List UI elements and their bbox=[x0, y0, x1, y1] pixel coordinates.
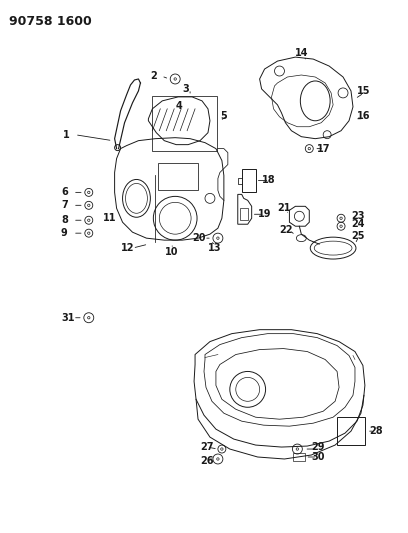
Text: 9: 9 bbox=[61, 228, 68, 238]
Text: 31: 31 bbox=[61, 313, 75, 323]
Text: 19: 19 bbox=[257, 209, 271, 219]
Text: 24: 24 bbox=[351, 219, 364, 229]
Text: 90758 1600: 90758 1600 bbox=[9, 15, 92, 28]
Text: 21: 21 bbox=[277, 203, 291, 213]
Text: 30: 30 bbox=[311, 452, 325, 462]
Text: 22: 22 bbox=[279, 225, 293, 235]
Text: 25: 25 bbox=[351, 231, 364, 241]
Text: 12: 12 bbox=[121, 243, 134, 253]
Text: 20: 20 bbox=[192, 233, 206, 243]
Text: 18: 18 bbox=[262, 175, 275, 185]
Text: 27: 27 bbox=[200, 442, 213, 452]
Text: 15: 15 bbox=[357, 86, 370, 96]
Bar bbox=[337, 417, 365, 445]
Text: 7: 7 bbox=[61, 200, 68, 211]
Text: 28: 28 bbox=[369, 426, 382, 436]
Text: 14: 14 bbox=[295, 48, 309, 58]
Text: 3: 3 bbox=[182, 84, 189, 94]
Text: 16: 16 bbox=[357, 111, 370, 121]
Text: 11: 11 bbox=[103, 213, 116, 223]
Text: 1: 1 bbox=[63, 130, 70, 140]
Text: 6: 6 bbox=[61, 188, 68, 197]
Text: 10: 10 bbox=[165, 247, 179, 257]
Text: 17: 17 bbox=[317, 143, 331, 154]
Bar bbox=[293, 453, 305, 461]
Text: 23: 23 bbox=[351, 211, 364, 221]
Text: 13: 13 bbox=[208, 243, 222, 253]
Bar bbox=[152, 96, 217, 151]
Text: 29: 29 bbox=[311, 442, 325, 452]
Text: 8: 8 bbox=[61, 215, 68, 225]
Text: 2: 2 bbox=[151, 71, 157, 81]
Text: 4: 4 bbox=[175, 101, 182, 111]
Text: 26: 26 bbox=[200, 456, 213, 466]
Text: 5: 5 bbox=[220, 111, 226, 121]
